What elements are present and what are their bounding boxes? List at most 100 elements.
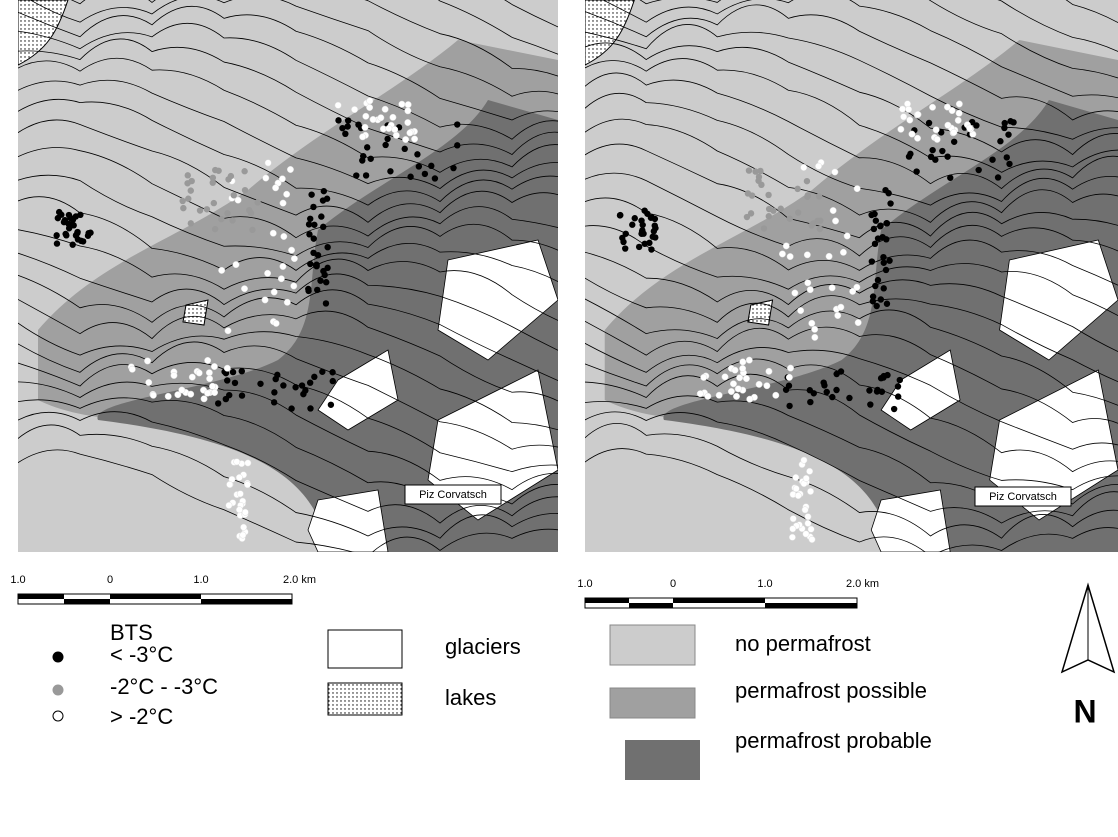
bts-point bbox=[808, 222, 814, 228]
bts-point bbox=[306, 221, 312, 227]
bts-point bbox=[1004, 154, 1010, 160]
bts-point bbox=[279, 176, 285, 182]
bts-point bbox=[632, 215, 638, 221]
legend-label: lakes bbox=[445, 685, 496, 710]
bts-point bbox=[778, 206, 784, 212]
legend-dot bbox=[53, 685, 64, 696]
bts-point bbox=[280, 200, 286, 206]
bts-point bbox=[866, 387, 872, 393]
bts-point bbox=[761, 225, 767, 231]
bts-point bbox=[652, 222, 658, 228]
bts-point bbox=[422, 171, 428, 177]
bts-point bbox=[854, 185, 860, 191]
bts-point bbox=[311, 235, 317, 241]
bts-point bbox=[391, 126, 397, 132]
bts-point bbox=[359, 134, 365, 140]
bts-point bbox=[206, 370, 212, 376]
bts-point bbox=[639, 228, 645, 234]
bts-point bbox=[344, 123, 350, 129]
bts-point bbox=[227, 481, 233, 487]
bts-point bbox=[399, 101, 405, 107]
bts-point bbox=[945, 122, 951, 128]
bts-point bbox=[779, 251, 785, 257]
bts-point bbox=[231, 192, 237, 198]
bts-point bbox=[929, 104, 935, 110]
bts-point bbox=[280, 263, 286, 269]
bts-point bbox=[913, 168, 919, 174]
bts-point bbox=[773, 392, 779, 398]
bts-point bbox=[801, 457, 807, 463]
bts-point bbox=[807, 399, 813, 405]
bts-point bbox=[241, 168, 247, 174]
bts-point bbox=[746, 357, 752, 363]
bts-point bbox=[54, 240, 60, 246]
bts-point bbox=[947, 175, 953, 181]
bts-point bbox=[805, 520, 811, 526]
bts-point bbox=[239, 392, 245, 398]
bts-point bbox=[904, 101, 910, 107]
bts-point bbox=[270, 230, 276, 236]
bts-point bbox=[1010, 119, 1016, 125]
bts-point bbox=[180, 205, 186, 211]
bts-point bbox=[787, 216, 793, 222]
bts-point bbox=[329, 369, 335, 375]
bts-point bbox=[224, 377, 230, 383]
bts-point bbox=[826, 253, 832, 259]
bts-point bbox=[746, 167, 752, 173]
bts-point bbox=[74, 230, 80, 236]
bts-point bbox=[56, 209, 62, 215]
bts-point bbox=[817, 226, 823, 232]
bts-point bbox=[816, 193, 822, 199]
bts-point bbox=[204, 357, 210, 363]
bts-point bbox=[454, 142, 460, 148]
bts-point bbox=[179, 198, 185, 204]
bts-point bbox=[146, 379, 152, 385]
bts-point bbox=[363, 172, 369, 178]
bts-point bbox=[288, 405, 294, 411]
bts-point bbox=[887, 200, 893, 206]
bts-point bbox=[832, 169, 838, 175]
bts-point bbox=[650, 234, 656, 240]
bts-point bbox=[884, 372, 890, 378]
bts-point bbox=[829, 285, 835, 291]
bts-point bbox=[794, 186, 800, 192]
bts-point bbox=[144, 358, 150, 364]
bts-point bbox=[736, 375, 742, 381]
bts-point bbox=[402, 136, 408, 142]
bts-point bbox=[975, 167, 981, 173]
bts-point bbox=[212, 226, 218, 232]
bts-point bbox=[881, 260, 887, 266]
bts-point bbox=[265, 160, 271, 166]
bts-point bbox=[179, 387, 185, 393]
bts-point bbox=[204, 390, 210, 396]
bts-point bbox=[802, 507, 808, 513]
bts-point bbox=[740, 359, 746, 365]
bts-point bbox=[129, 366, 135, 372]
bts-point bbox=[323, 300, 329, 306]
bts-point bbox=[895, 383, 901, 389]
scale-bar: 1.0 0 1.0 2.0 km bbox=[577, 578, 879, 608]
legend-swatch bbox=[328, 683, 402, 715]
bts-point bbox=[871, 211, 877, 217]
bts-point bbox=[808, 526, 814, 532]
bts-point bbox=[414, 151, 420, 157]
bts-point bbox=[955, 117, 961, 123]
bts-point bbox=[867, 401, 873, 407]
bts-point bbox=[63, 232, 69, 238]
bts-point bbox=[384, 136, 390, 142]
bts-point bbox=[900, 114, 906, 120]
bts-point bbox=[951, 129, 957, 135]
bts-point bbox=[873, 218, 879, 224]
bts-point bbox=[360, 153, 366, 159]
bts-point bbox=[246, 207, 252, 213]
bts-point bbox=[807, 488, 813, 494]
bts-point bbox=[321, 188, 327, 194]
bts-point bbox=[342, 131, 348, 137]
bts-point bbox=[804, 194, 810, 200]
bts-point bbox=[880, 254, 886, 260]
glacier bbox=[308, 490, 388, 552]
bts-point bbox=[237, 491, 243, 497]
bts-point bbox=[801, 164, 807, 170]
bts-point bbox=[196, 370, 202, 376]
bts-point bbox=[229, 217, 235, 223]
